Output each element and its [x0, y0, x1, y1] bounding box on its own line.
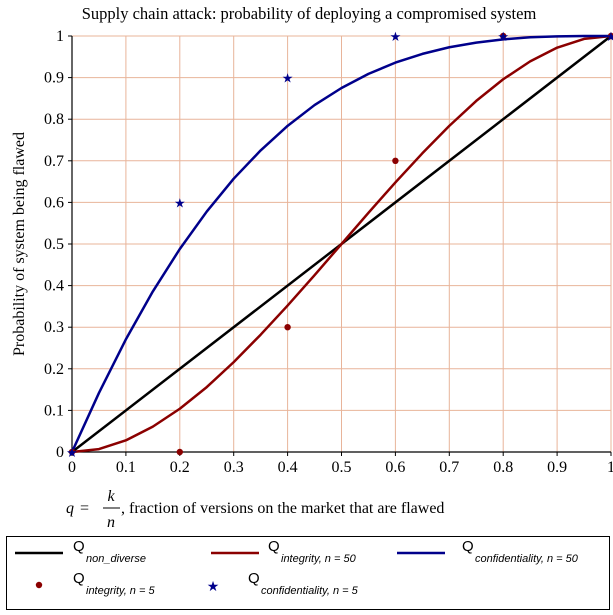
legend-label-integrity-50-sub: integrity, n = 50	[281, 553, 357, 565]
y-tick-label: 0	[56, 444, 64, 461]
y-tick-label: 0.8	[44, 111, 64, 128]
legend-label-integrity-50-main: Q	[268, 538, 280, 555]
x-tick-label: 0.1	[116, 459, 136, 476]
y-tick-label: 0.5	[44, 236, 64, 253]
y-tick-label: 0.7	[44, 153, 64, 170]
legend-content: Q non_diverse Q integrity, n = 50 Q conf…	[15, 538, 579, 597]
data-point-integrity-n-5	[284, 324, 291, 331]
x-axis-label: q = k n , fraction of versions on the ma…	[66, 488, 444, 531]
x-tick-label: 0.7	[439, 459, 459, 476]
data-point-integrity-n-5	[68, 448, 76, 456]
x-axis-label-q: q	[66, 500, 74, 517]
y-tick-label: 0.6	[44, 194, 64, 211]
data-point-confidentiality-n-5: ★	[390, 29, 402, 44]
y-tick-label: 0.1	[44, 402, 64, 419]
chart-title: Supply chain attack: probability of depl…	[82, 4, 537, 23]
y-axis-label: Probability of system being flawed	[11, 132, 28, 356]
legend-label-integrity-5-main: Q	[73, 570, 85, 587]
data-point-confidentiality-n-5: ★	[605, 29, 613, 44]
legend-label-confidentiality-5-main: Q	[248, 570, 260, 587]
series-layer: ★ ★ ★ ★ ★ ★	[66, 29, 613, 460]
legend-swatch-integrity-5	[35, 581, 43, 589]
series-line-integrity-n-50	[71, 34, 612, 454]
x-tick-label: 0.4	[278, 459, 298, 476]
legend-label-integrity-5-sub: integrity, n = 5	[86, 585, 155, 597]
x-axis-label-rest: , fraction of versions on the market tha…	[121, 500, 444, 517]
x-axis-label-denominator: n	[107, 514, 115, 531]
legend-label-confidentiality-50-sub: confidentiality, n = 50	[475, 553, 579, 565]
legend-label-confidentiality-50-main: Q	[462, 538, 474, 555]
x-axis-label-equals: =	[80, 500, 89, 517]
y-tick-label: 0.9	[44, 70, 64, 87]
legend-label-non-diverse-main: Q	[73, 538, 85, 555]
series-line-confidentiality-n-50	[70, 34, 611, 453]
legend-label-non-diverse-sub: non_diverse	[86, 553, 146, 565]
tick-labels: 0 0.1 0.2 0.3 0.4 0.5 0.6 0.7 0.8 0.9 1 0 0.1 0.2 0.3 0…	[44, 28, 613, 476]
x-tick-label: 0	[68, 459, 76, 476]
data-point-confidentiality-n-5: ★	[282, 71, 294, 86]
x-tick-label: 0.3	[224, 459, 244, 476]
legend-label-confidentiality-5-sub: confidentiality, n = 5	[261, 585, 359, 597]
data-point-confidentiality-n-5: ★	[66, 445, 78, 460]
legend: Q non_diverse Q integrity, n = 50 Q conf…	[6, 536, 610, 610]
x-tick-label: 0.9	[547, 459, 567, 476]
data-point-confidentiality-n-5: ★	[174, 195, 186, 210]
data-point-integrity-n-5	[176, 448, 183, 456]
data-point-confidentiality-n-5: ★	[497, 29, 509, 44]
y-tick-label: 0.4	[44, 278, 64, 295]
x-axis-label-numerator: k	[107, 488, 115, 505]
data-point-integrity-n-5	[500, 32, 507, 40]
y-tick-label: 0.3	[44, 319, 64, 336]
y-tick-label: 0.2	[44, 361, 64, 378]
y-tick-label: 1	[56, 28, 64, 45]
x-tick-label: 1	[607, 459, 613, 476]
x-tick-label: 0.8	[493, 459, 513, 476]
x-tick-label: 0.5	[332, 459, 352, 476]
legend-swatch-confidentiality-5: ★	[207, 578, 220, 594]
data-point-integrity-n-5	[607, 32, 613, 40]
x-tick-label: 0.6	[385, 459, 405, 476]
x-tick-label: 0.2	[170, 459, 190, 476]
data-point-integrity-n-5	[392, 157, 399, 164]
